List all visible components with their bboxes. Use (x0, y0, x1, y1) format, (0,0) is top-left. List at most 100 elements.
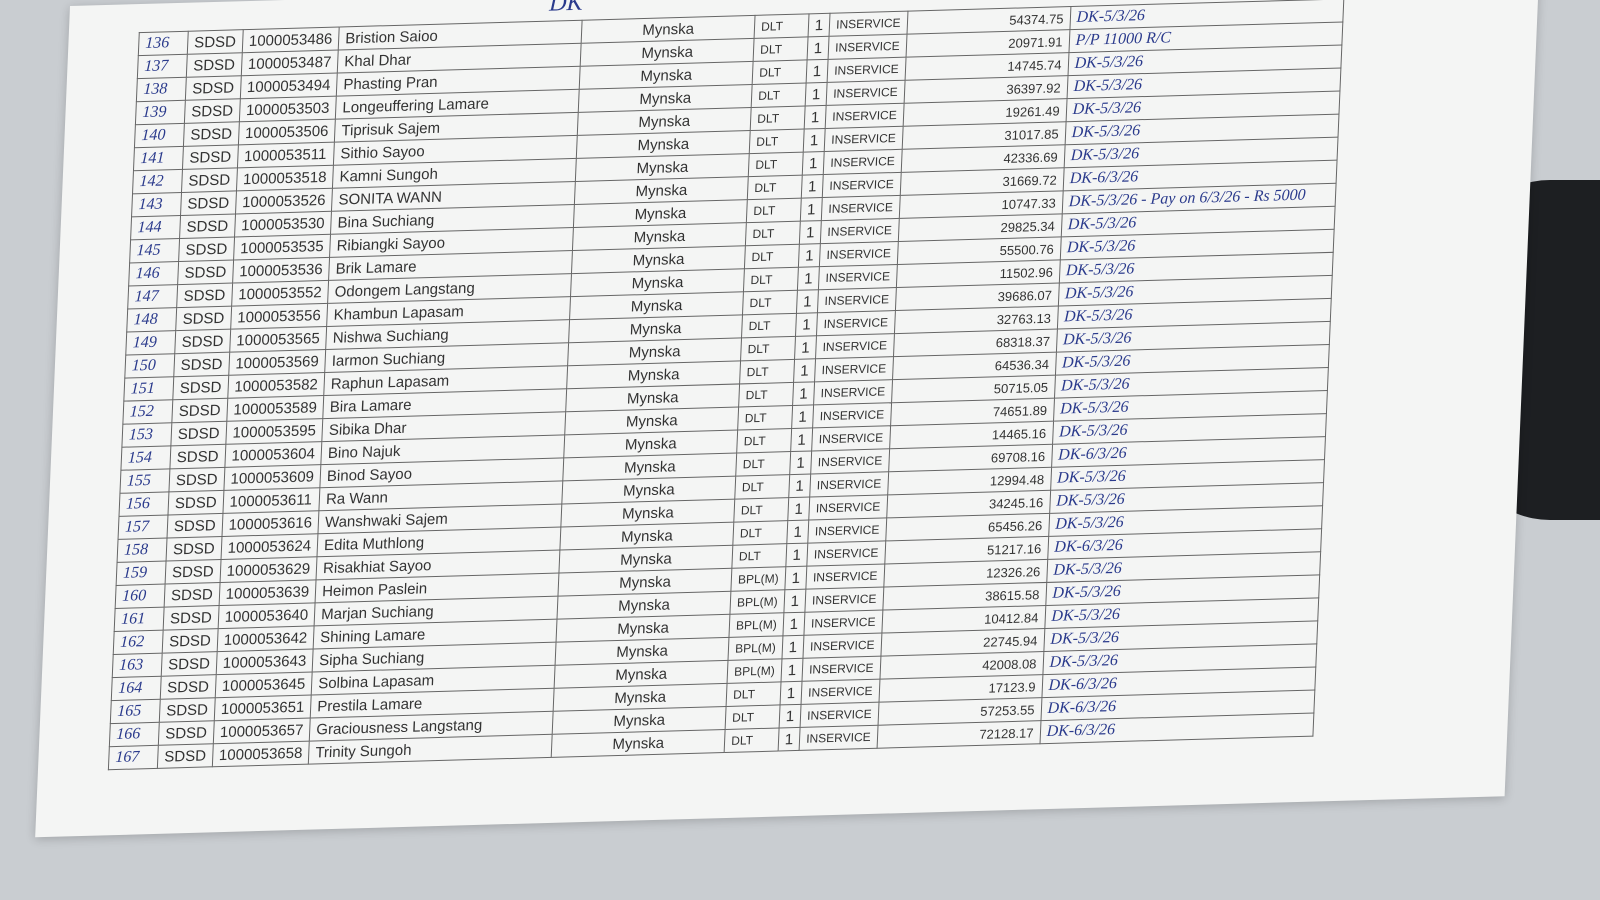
code: SDSD (178, 237, 235, 262)
quantity: 1 (787, 497, 810, 521)
account-number: 1000053651 (213, 695, 312, 721)
quantity: 1 (799, 220, 822, 245)
row-number: 160 (115, 584, 166, 609)
row-number: 139 (135, 100, 186, 125)
account-number: 1000053552 (231, 280, 329, 307)
status: INSERVICE (806, 540, 886, 567)
status: INSERVICE (823, 149, 902, 175)
row-number: 166 (109, 722, 160, 747)
quantity: 1 (803, 105, 827, 130)
account-number: 1000053536 (232, 257, 330, 284)
code: SDSD (168, 467, 225, 492)
account-number: 1000053611 (222, 487, 321, 514)
quantity: 1 (807, 13, 831, 37)
quantity: 1 (782, 612, 806, 636)
quantity: 1 (788, 473, 811, 498)
row-number: 161 (114, 607, 165, 632)
row-number: 146 (128, 261, 179, 286)
quantity: 1 (795, 312, 818, 337)
status: INSERVICE (799, 725, 878, 751)
category: DLT (740, 336, 796, 361)
status: INSERVICE (808, 494, 888, 521)
code: SDSD (167, 513, 223, 538)
row-number: 163 (112, 653, 163, 678)
code: SDSD (173, 352, 230, 377)
category: DLT (744, 244, 800, 269)
status: INSERVICE (809, 471, 889, 498)
code: SDSD (182, 144, 239, 170)
account-number: 1000053535 (233, 234, 331, 261)
status: INSERVICE (801, 679, 880, 705)
account-number: 1000053616 (221, 510, 320, 537)
code: SDSD (180, 190, 237, 216)
quantity: 1 (804, 82, 828, 107)
account-number: 1000053609 (223, 464, 321, 491)
category: DLT (732, 520, 788, 546)
code: SDSD (179, 213, 236, 239)
quantity: 1 (802, 151, 825, 176)
row-number: 142 (132, 169, 183, 194)
status: INSERVICE (812, 402, 892, 428)
row-number: 141 (133, 146, 184, 171)
status: INSERVICE (825, 103, 904, 129)
status: INSERVICE (818, 264, 897, 290)
code: SDSD (172, 375, 229, 400)
quantity: 1 (785, 543, 808, 567)
code: SDSD (174, 329, 231, 354)
row-number: 149 (125, 330, 176, 356)
category: DLT (734, 474, 790, 500)
status: INSERVICE (821, 195, 900, 221)
row-number: 167 (108, 745, 159, 770)
account-number: 1000053589 (226, 395, 324, 422)
code: SDSD (181, 167, 238, 193)
account-number: 1000053657 (212, 718, 311, 744)
account-number: 1000053642 (216, 625, 315, 652)
status: INSERVICE (800, 702, 879, 728)
quantity: 1 (790, 427, 813, 452)
row-number: 154 (120, 445, 171, 471)
category: DLT (751, 82, 806, 108)
code: SDSD (161, 651, 217, 677)
account-number: 1000053569 (228, 349, 326, 376)
status: INSERVICE (815, 333, 895, 359)
table-body: 136 SDSD 1000053486 Bristion Saioo Mynska DLT… (108, 0, 1344, 770)
account-number: 1000053487 (240, 50, 339, 76)
status: INSERVICE (803, 633, 882, 659)
account-number: 1000053645 (214, 671, 313, 698)
row-number: 155 (119, 468, 170, 494)
quantity: 1 (800, 197, 823, 222)
row-number: 147 (127, 284, 178, 310)
account-number: 1000053582 (227, 372, 325, 399)
category: DLT (726, 681, 781, 707)
status: INSERVICE (819, 241, 898, 267)
code: SDSD (169, 444, 226, 469)
account-number: 1000053604 (224, 441, 322, 468)
quantity: 1 (778, 704, 802, 728)
place: Mynska (551, 729, 726, 758)
code: SDSD (166, 536, 222, 562)
row-number: 157 (118, 514, 168, 540)
category: BPL(M) (728, 635, 783, 661)
quantity: 1 (781, 635, 805, 659)
status: INSERVICE (822, 172, 901, 198)
row-number: 144 (130, 215, 181, 240)
account-number: 1000053643 (215, 648, 314, 675)
row-number: 153 (121, 422, 172, 448)
account-number: 1000053624 (220, 533, 319, 560)
category: DLT (750, 106, 805, 131)
category: DLT (748, 152, 804, 177)
quantity: 1 (794, 335, 817, 360)
category: DLT (724, 727, 779, 753)
status: INSERVICE (802, 656, 881, 682)
code: SDSD (165, 559, 221, 585)
category: DLT (731, 543, 787, 569)
status: INSERVICE (826, 80, 905, 106)
row-number: 159 (116, 561, 167, 586)
account-number: 1000053526 (235, 188, 333, 214)
quantity: 1 (798, 243, 821, 268)
status: INSERVICE (805, 587, 884, 613)
status: INSERVICE (804, 610, 883, 636)
status: INSERVICE (824, 126, 903, 152)
